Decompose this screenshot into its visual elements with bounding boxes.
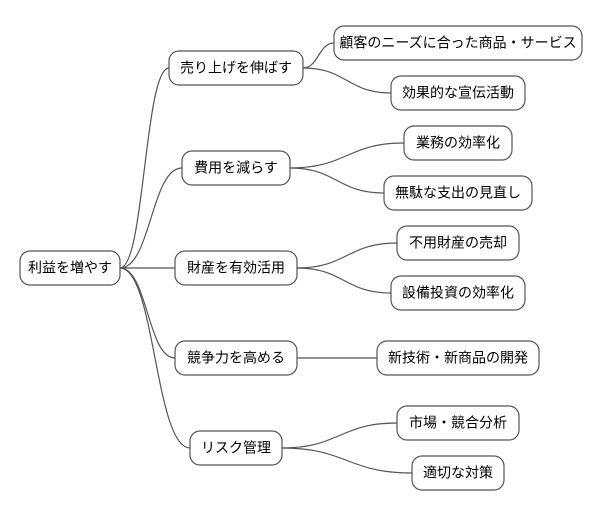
node-label: 新技術・新商品の開発 bbox=[388, 350, 528, 366]
node-label: 効果的な宣伝活動 bbox=[402, 85, 514, 101]
mindmap-node: 新技術・新商品の開発 bbox=[377, 341, 539, 375]
edge bbox=[297, 268, 391, 293]
node-label: 市場・競合分析 bbox=[409, 415, 507, 431]
mindmap-node: 財産を有効活用 bbox=[175, 251, 297, 285]
mindmap-node: 市場・競合分析 bbox=[397, 406, 519, 440]
edge bbox=[303, 68, 391, 93]
mindmap-node: 適切な対策 bbox=[412, 456, 504, 490]
node-label: 競争力を高める bbox=[187, 350, 285, 366]
mindmap-node: 競争力を高める bbox=[175, 341, 297, 375]
node-label: 利益を増やす bbox=[28, 260, 112, 276]
mindmap-node: 顧客のニーズに合った商品・サービス bbox=[334, 26, 582, 60]
node-label: 売り上げを伸ばす bbox=[180, 60, 292, 76]
node-label: 財産を有効活用 bbox=[187, 260, 285, 276]
node-label: 業務の効率化 bbox=[416, 135, 500, 151]
mindmap-node: 無駄な支出の見直し bbox=[384, 176, 532, 210]
edge bbox=[303, 43, 334, 68]
node-label: リスク管理 bbox=[201, 440, 271, 456]
node-label: 顧客のニーズに合った商品・サービス bbox=[339, 35, 576, 51]
mindmap-node: 売り上げを伸ばす bbox=[169, 51, 303, 85]
mindmap-node: 効果的な宣伝活動 bbox=[391, 76, 525, 110]
mindmap-node: 不用財産の売却 bbox=[397, 226, 519, 260]
nodes-layer: 利益を増やす 売り上げを伸ばす費用を減らす財産を有効活用競争力を高めるリスク管理 顧… bbox=[20, 26, 582, 490]
edge bbox=[290, 143, 404, 168]
mindmap-node: 費用を減らす bbox=[182, 151, 290, 185]
node-label: 適切な対策 bbox=[423, 465, 493, 481]
edge bbox=[282, 423, 397, 448]
edge bbox=[290, 168, 384, 193]
mindmap-diagram: 利益を増やす 売り上げを伸ばす費用を減らす財産を有効活用競争力を高めるリスク管理 顧… bbox=[0, 0, 614, 527]
mindmap-node: 設備投資の効率化 bbox=[391, 276, 525, 310]
mindmap-node: リスク管理 bbox=[190, 431, 282, 465]
edge bbox=[282, 448, 412, 473]
node-label: 設備投資の効率化 bbox=[402, 285, 514, 301]
node-label: 費用を減らす bbox=[194, 160, 278, 176]
mindmap-node: 利益を増やす bbox=[20, 251, 120, 285]
edge bbox=[120, 168, 182, 268]
node-label: 不用財産の売却 bbox=[409, 235, 507, 251]
edge bbox=[120, 268, 175, 358]
edge bbox=[297, 243, 397, 268]
node-label: 無駄な支出の見直し bbox=[395, 185, 521, 201]
mindmap-node: 業務の効率化 bbox=[404, 126, 512, 160]
